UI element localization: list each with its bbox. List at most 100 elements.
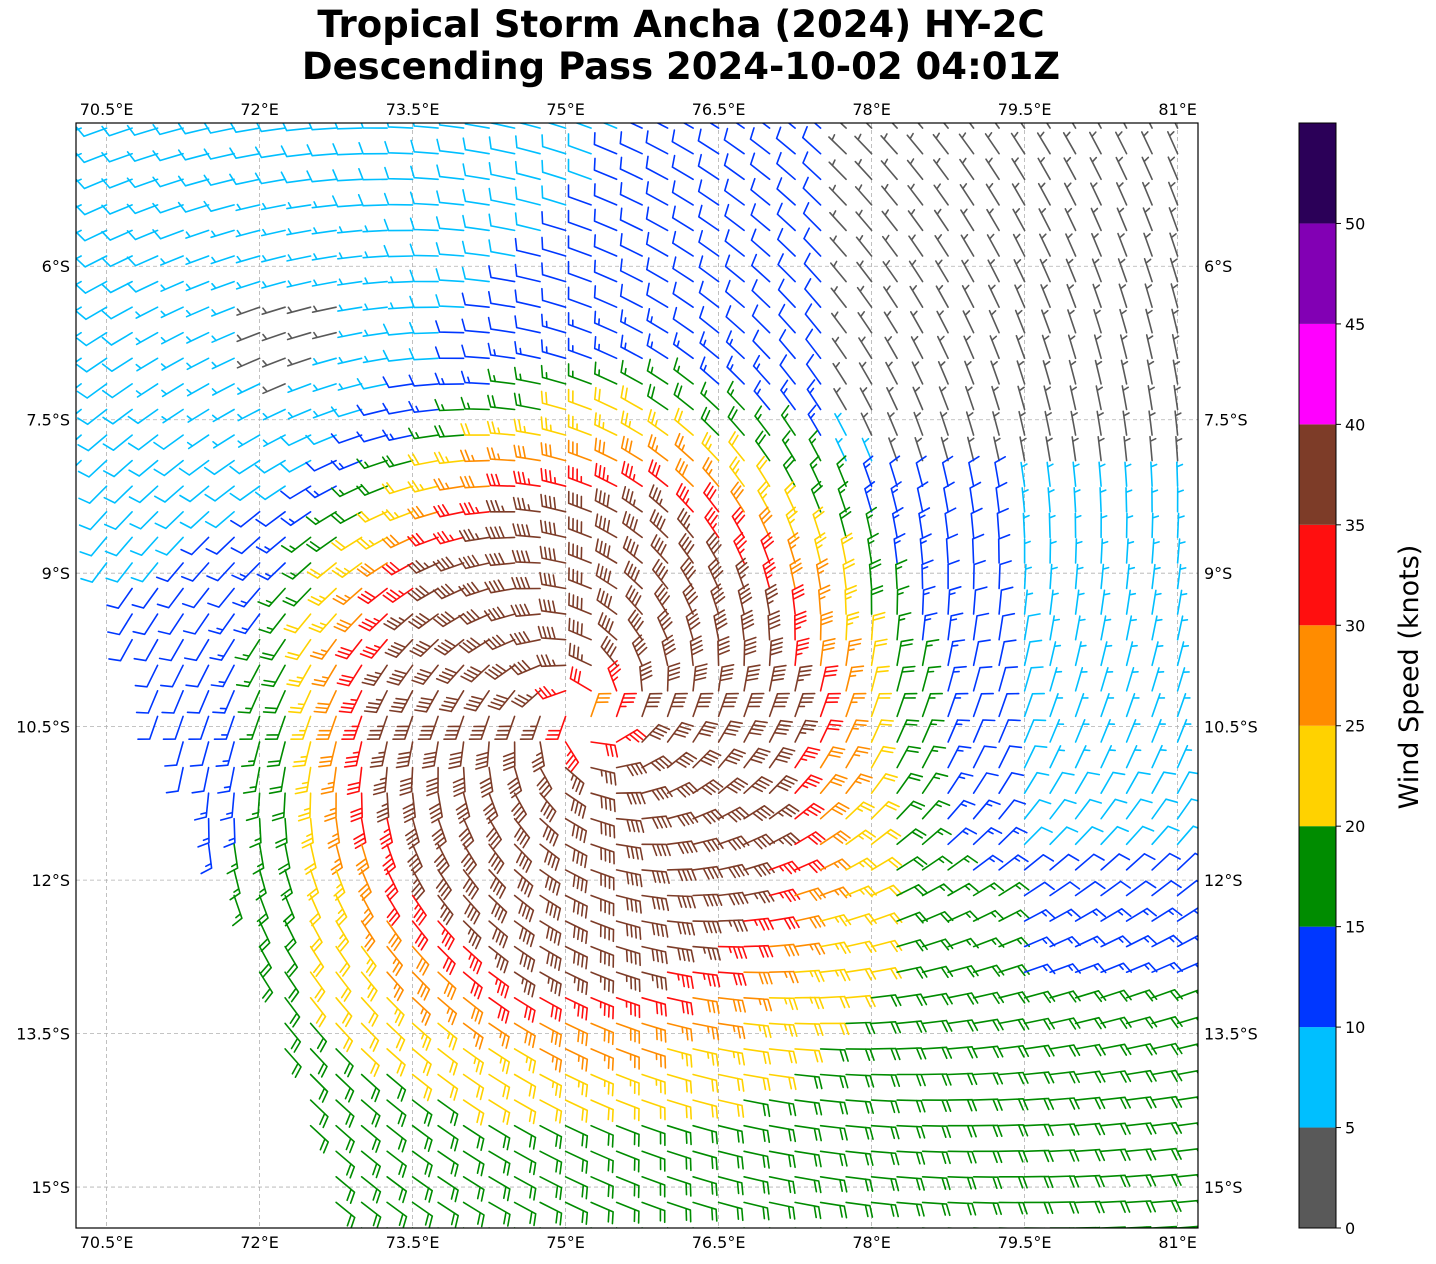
wind-barb <box>1023 613 1041 641</box>
wind-barb <box>804 303 822 334</box>
wind-barb <box>488 869 507 899</box>
wind-barb <box>590 843 615 865</box>
wind-barb <box>959 157 975 181</box>
wind-barb <box>186 357 210 371</box>
wind-barb <box>488 1124 511 1151</box>
wind-barb <box>819 1022 850 1036</box>
wind-barb <box>717 692 739 718</box>
wind-barb <box>287 383 312 394</box>
wind-barb <box>845 1176 874 1192</box>
wind-barb <box>458 554 490 570</box>
wind-barb <box>839 506 852 539</box>
lon-tick-label-top: 78°E <box>852 100 890 119</box>
wind-barb <box>1100 908 1132 922</box>
wind-barb <box>1176 852 1198 871</box>
wind-barb <box>717 777 749 794</box>
wind-barb <box>666 945 695 963</box>
wind-barb <box>910 310 924 334</box>
wind-barb <box>411 894 427 926</box>
wind-barb <box>940 436 949 462</box>
wind-barb <box>615 1022 641 1044</box>
wind-barb <box>743 747 771 769</box>
wind-barb <box>488 945 509 974</box>
wind-barb <box>649 509 669 539</box>
wind-barb <box>160 255 184 266</box>
wind-barb <box>356 483 388 496</box>
wind-barb <box>972 799 1001 820</box>
wind-barb <box>185 229 210 239</box>
wind-barb <box>312 357 337 366</box>
wind-barb <box>921 1046 953 1060</box>
wind-barb <box>153 434 184 450</box>
wind-barb <box>336 226 363 234</box>
wind-barb <box>819 719 844 743</box>
wind-barb <box>870 884 903 897</box>
wind-barb <box>1049 719 1065 743</box>
wind-barb <box>692 1099 719 1119</box>
wind-barb <box>906 158 924 181</box>
wind-barb <box>514 263 541 283</box>
wind-barb <box>512 496 541 513</box>
wind-barb <box>615 945 641 967</box>
wind-barb <box>947 882 979 897</box>
wind-barb <box>992 411 1000 436</box>
wind-barb <box>692 997 720 1014</box>
wind-barb <box>1074 853 1105 871</box>
wind-barb <box>513 1099 537 1125</box>
wind-barb <box>652 558 669 590</box>
wind-barb <box>514 212 541 232</box>
wind-barb <box>234 638 261 661</box>
wind-barb <box>76 408 82 415</box>
wind-barb <box>488 997 510 1024</box>
wind-barb <box>280 869 293 901</box>
wind-barb <box>743 971 773 985</box>
wind-barb <box>488 291 516 308</box>
wind-barb <box>76 459 82 467</box>
wind-barb <box>76 383 82 389</box>
wind-barb <box>361 664 388 686</box>
wind-barb <box>564 1073 589 1098</box>
wind-barb <box>645 181 669 206</box>
wind-barb <box>804 278 822 308</box>
wind-barb <box>972 559 986 590</box>
wind-barb <box>135 357 159 372</box>
wind-barb <box>830 286 847 308</box>
wind-barb <box>462 945 483 975</box>
wind-barb <box>906 132 924 155</box>
wind-barb <box>301 817 314 849</box>
wind-barb <box>845 1201 874 1218</box>
wind-barb <box>184 638 210 662</box>
wind-barb <box>699 356 720 385</box>
wind-barb <box>258 920 271 952</box>
wind-barb <box>870 856 903 871</box>
wind-barb <box>819 773 848 794</box>
wind-barb <box>1125 880 1157 897</box>
wind-barb <box>436 138 465 155</box>
wind-barb <box>205 536 235 555</box>
wind-barb <box>1168 181 1179 206</box>
wind-barb <box>462 1176 485 1202</box>
wind-barb <box>203 200 235 212</box>
wind-barb <box>488 239 516 257</box>
wind-barb <box>315 715 337 740</box>
wind-barb <box>794 859 826 874</box>
wind-barb <box>1023 538 1031 564</box>
wind-barb <box>488 1048 510 1075</box>
wind-barb <box>1173 384 1181 411</box>
wind-barb <box>311 305 337 313</box>
wind-barb <box>621 460 643 487</box>
wind-barb <box>921 612 938 641</box>
wind-barb <box>947 1046 978 1059</box>
wind-barb <box>641 786 673 801</box>
wind-barb <box>682 583 698 615</box>
wind-barb <box>896 1201 925 1217</box>
wind-barb <box>189 741 210 767</box>
wind-barb <box>237 434 261 448</box>
wind-barb <box>768 719 793 743</box>
wind-barb <box>845 967 877 981</box>
wind-barb <box>818 584 831 615</box>
wind-barb <box>1074 798 1102 820</box>
wind-barb <box>768 1176 796 1194</box>
wind-barb <box>984 132 1000 155</box>
wind-barb <box>725 279 745 308</box>
